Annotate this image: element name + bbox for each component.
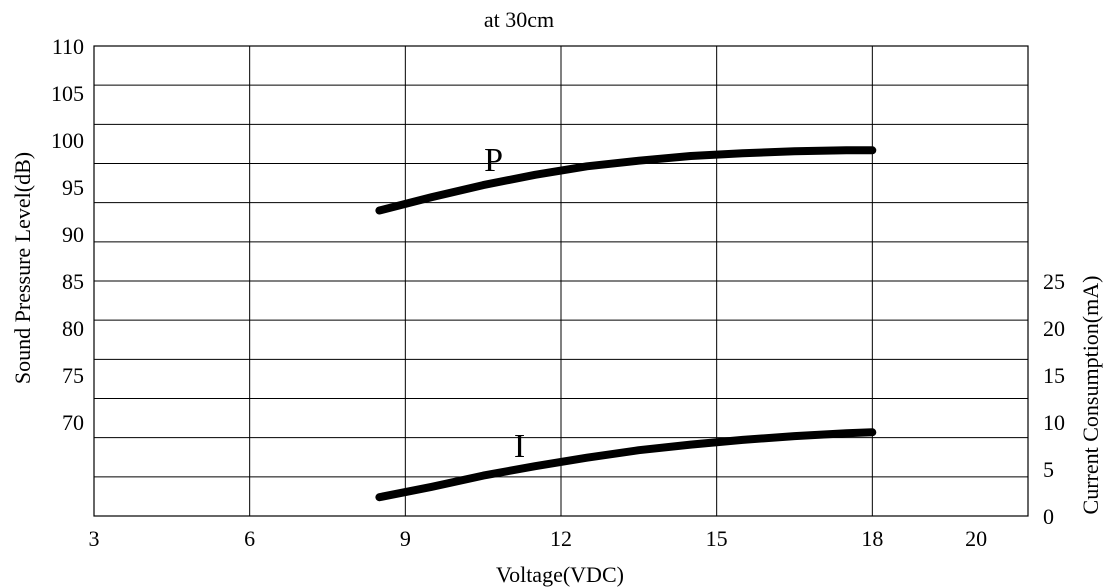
y-right-axis-title: Current Consumption(mA) [1078, 276, 1103, 515]
y-left-axis-title: Sound Pressure Level(dB) [10, 152, 35, 384]
x-tick-labels: 3 6 9 12 15 18 20 [89, 526, 988, 551]
y-left-tick-label: 85 [62, 269, 84, 294]
series-layer: PI [375, 142, 877, 502]
y-left-tick-label: 100 [51, 128, 84, 153]
y-left-tick-label: 105 [51, 81, 84, 106]
y-right-tick-label: 25 [1043, 269, 1065, 294]
y-left-tick-label: 80 [62, 316, 84, 341]
plot-frame [93, 45, 1029, 517]
x-axis-title: Voltage(VDC) [496, 562, 624, 587]
chart-title: at 30cm [484, 7, 554, 32]
x-tick-label: 12 [550, 526, 572, 551]
x-tick-label: 9 [400, 526, 411, 551]
series-line-p [375, 146, 877, 215]
series-label-p: P [484, 142, 503, 179]
series-label-i: I [514, 428, 525, 465]
y-left-tick-label: 75 [62, 363, 84, 388]
y-left-tick-label: 70 [62, 410, 84, 435]
x-tick-label: 3 [89, 526, 100, 551]
y-right-tick-label: 5 [1043, 457, 1054, 482]
grid [94, 46, 1028, 516]
y-right-tick-label: 0 [1043, 504, 1054, 529]
y-right-tick-label: 10 [1043, 410, 1065, 435]
y-left-tick-labels: 70 75 80 85 90 95 100 105 110 [51, 34, 84, 435]
y-left-tick-label: 95 [62, 175, 84, 200]
y-left-tick-label: 90 [62, 222, 84, 247]
x-tick-label: 18 [861, 526, 883, 551]
y-right-tick-label: 15 [1043, 363, 1065, 388]
y-right-tick-labels: 0 5 10 15 20 25 [1043, 269, 1065, 529]
y-left-tick-label: 110 [52, 34, 84, 59]
series-line-i [375, 428, 877, 502]
x-tick-label: 15 [706, 526, 728, 551]
y-right-tick-label: 20 [1043, 316, 1065, 341]
x-tick-label: 6 [244, 526, 255, 551]
x-tick-label: 20 [965, 526, 987, 551]
